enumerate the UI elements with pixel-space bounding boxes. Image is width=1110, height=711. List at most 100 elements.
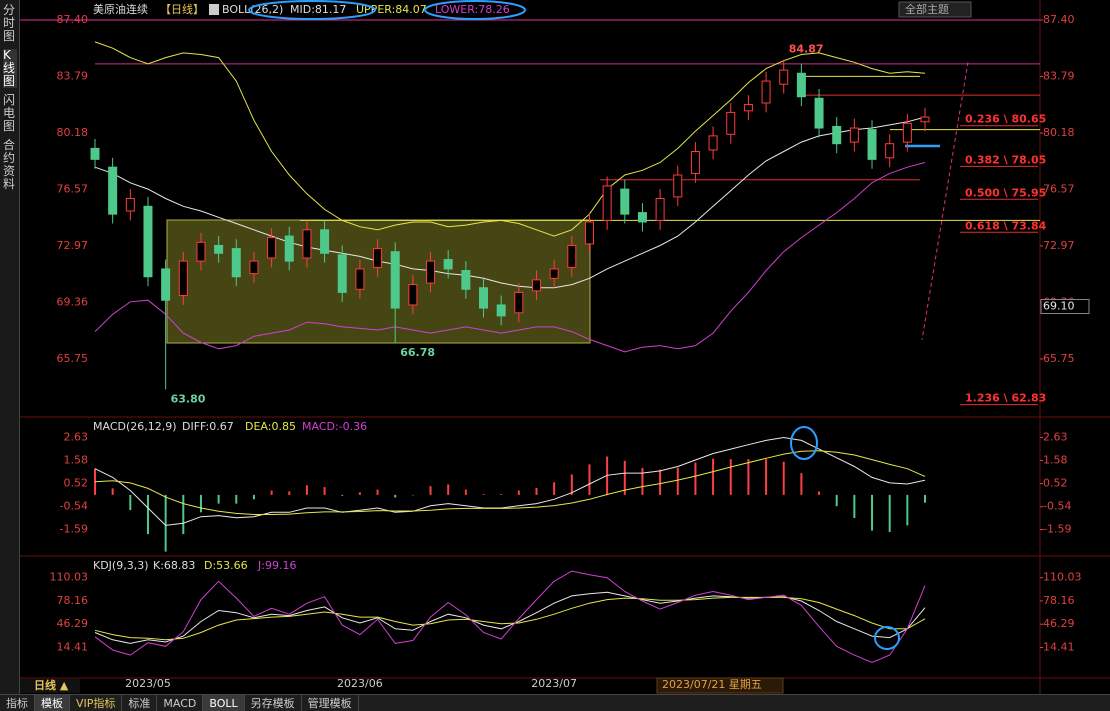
y-tick-label: 80.18 bbox=[57, 126, 89, 139]
candle-body bbox=[832, 125, 842, 145]
candle-body bbox=[867, 129, 877, 160]
candle-body bbox=[143, 205, 153, 278]
fib-label: 0.500 \ 75.95 bbox=[965, 186, 1046, 199]
y-tick-label: -1.59 bbox=[1043, 523, 1071, 536]
x-tick-label: 2023/07 bbox=[531, 677, 577, 690]
candle-body bbox=[90, 147, 100, 160]
side-tab[interactable]: 分时图 bbox=[3, 3, 16, 43]
candle-body bbox=[920, 116, 930, 123]
indicator-line bbox=[94, 570, 926, 663]
candle-body bbox=[426, 260, 436, 284]
candle-body bbox=[231, 248, 241, 278]
fib-label: 1.236 \ 62.83 bbox=[965, 392, 1046, 405]
candle-body bbox=[690, 151, 700, 174]
tab[interactable]: 管理模板 bbox=[302, 695, 359, 711]
indicator-value: MACD:-0.36 bbox=[302, 420, 367, 433]
highlight-ring bbox=[790, 426, 818, 460]
tab[interactable]: 指标 bbox=[0, 695, 35, 711]
candle-body bbox=[796, 72, 806, 98]
tab[interactable]: 另存模板 bbox=[245, 695, 302, 711]
side-tab[interactable]: 闪电图 bbox=[3, 93, 16, 133]
candle-body bbox=[779, 69, 789, 85]
tab[interactable]: 标准 bbox=[122, 695, 158, 711]
indicator-value: D:53.66 bbox=[204, 559, 248, 572]
tab[interactable]: 模板 bbox=[35, 695, 70, 711]
cursor-date: 2023/07/21 星期五 bbox=[662, 678, 762, 691]
background bbox=[20, 0, 1110, 694]
candle-body bbox=[196, 241, 206, 262]
candle-body bbox=[584, 221, 594, 245]
y-tick-label: 83.79 bbox=[57, 70, 89, 83]
candle-body bbox=[125, 197, 135, 212]
candle-body bbox=[267, 237, 277, 259]
y-tick-label: 80.18 bbox=[1043, 126, 1075, 139]
y-tick-label: 0.52 bbox=[64, 477, 89, 490]
candle-body bbox=[902, 122, 912, 143]
indicator-value: DEA:0.85 bbox=[245, 420, 296, 433]
cursor-date-box bbox=[656, 677, 784, 694]
price-marker-label: 69.10 bbox=[1043, 300, 1075, 313]
price-annotation: 84.87 bbox=[789, 43, 824, 56]
indicator-value: K:68.83 bbox=[153, 559, 195, 572]
price-annotation: 63.80 bbox=[171, 392, 206, 405]
candle-body bbox=[620, 188, 630, 215]
price-marker-box bbox=[1040, 299, 1090, 315]
tab[interactable]: VIP指标 bbox=[70, 695, 123, 711]
trend-line bbox=[921, 61, 969, 341]
candle-body bbox=[108, 166, 118, 215]
candle-body bbox=[479, 287, 489, 309]
candle-body bbox=[443, 259, 453, 270]
y-tick-label: -0.54 bbox=[1043, 500, 1071, 513]
side-tab[interactable]: K线图 bbox=[3, 48, 17, 88]
candle-body bbox=[602, 185, 612, 221]
indicator-line bbox=[94, 596, 926, 641]
period-button-label[interactable]: 日线 ▲ bbox=[34, 678, 69, 692]
tab[interactable]: BOLL bbox=[203, 695, 245, 711]
period-button[interactable] bbox=[20, 679, 80, 693]
candle-body bbox=[249, 260, 259, 275]
y-tick-label: 78.16 bbox=[1043, 594, 1075, 607]
y-tick-label: -1.59 bbox=[60, 523, 88, 536]
indicator-value: LOWER:78.26 bbox=[435, 3, 510, 16]
y-tick-label: 76.57 bbox=[57, 183, 89, 196]
theme-button-label[interactable]: 全部主题 bbox=[905, 2, 949, 16]
sidebar: 分时图 K线图 闪电图 合约资料 bbox=[0, 0, 20, 694]
candle-body bbox=[567, 244, 577, 268]
candle-body bbox=[673, 174, 683, 198]
candle-body bbox=[549, 268, 559, 279]
y-tick-label: 46.29 bbox=[1043, 617, 1075, 630]
y-tick-label: 110.03 bbox=[50, 571, 89, 584]
y-tick-label: 72.97 bbox=[1043, 239, 1075, 252]
candle-body bbox=[708, 135, 718, 151]
y-tick-label: 110.03 bbox=[1043, 571, 1082, 584]
y-tick-label: 1.58 bbox=[64, 453, 89, 466]
indicator-icon bbox=[209, 4, 219, 15]
highlight-ring bbox=[874, 626, 900, 650]
theme-button[interactable] bbox=[898, 1, 972, 18]
tab[interactable]: MACD bbox=[157, 695, 204, 711]
candle-body bbox=[461, 270, 471, 290]
fib-label: 0.618 \ 73.84 bbox=[965, 219, 1047, 232]
fib-label: 0.382 \ 78.05 bbox=[965, 153, 1046, 166]
x-tick-label: 2023/05 bbox=[125, 677, 171, 690]
y-tick-label: 14.41 bbox=[1043, 640, 1075, 653]
candle-body bbox=[514, 291, 524, 314]
indicator-name: MACD(26,12,9) bbox=[93, 420, 177, 433]
y-tick-label: 65.75 bbox=[1043, 352, 1075, 365]
indicator-value: MID:81.17 bbox=[290, 3, 346, 16]
candle-body bbox=[284, 235, 294, 262]
side-tab[interactable]: 合约资料 bbox=[3, 138, 16, 191]
indicator-name: BOLL(26,2) bbox=[222, 3, 283, 16]
y-tick-label: 1.58 bbox=[1043, 453, 1068, 466]
candle-body bbox=[337, 254, 347, 293]
y-tick-label: 83.79 bbox=[1043, 70, 1075, 83]
candle-body bbox=[885, 143, 895, 159]
indicator-value: DIFF:0.67 bbox=[182, 420, 234, 433]
candle-body bbox=[373, 248, 383, 268]
candle-body bbox=[743, 104, 753, 112]
y-tick-label: 76.57 bbox=[1043, 183, 1075, 196]
consolidation-box bbox=[166, 219, 591, 344]
indicator-name: KDJ(9,3,3) bbox=[93, 559, 149, 572]
